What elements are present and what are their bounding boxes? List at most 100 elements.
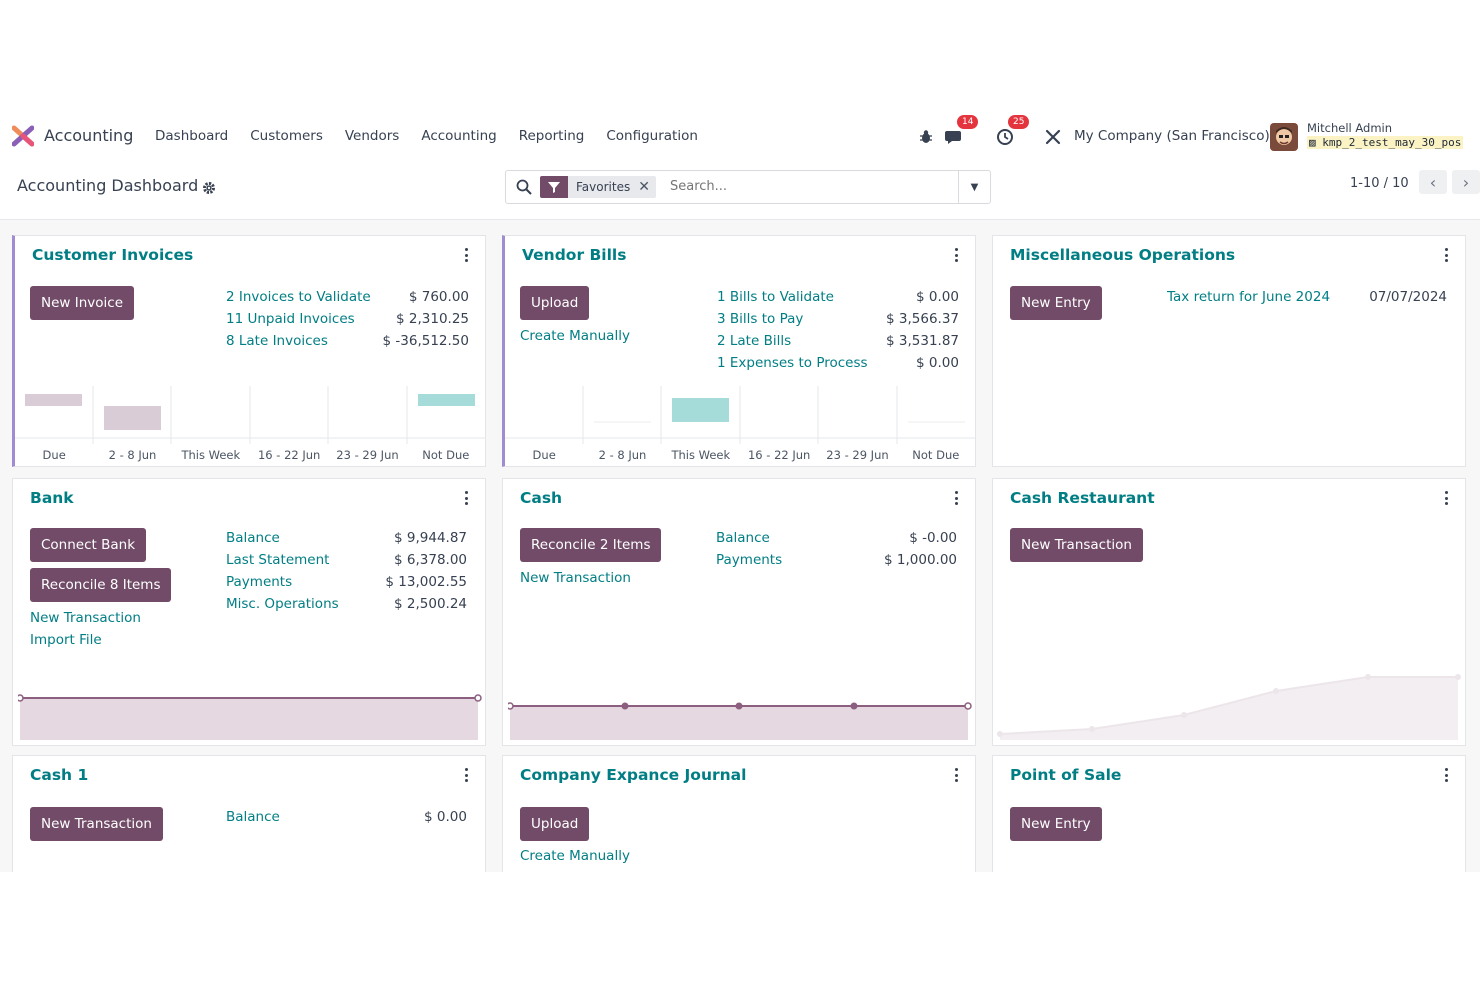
last-statement-label[interactable]: Last Statement (226, 552, 330, 568)
expenses-to-process-link[interactable]: 1 Expenses to Process (717, 355, 868, 371)
search-input[interactable] (670, 179, 950, 194)
bar-due[interactable] (25, 394, 82, 406)
restaurant-line-chart[interactable] (996, 664, 1462, 742)
balance-label[interactable]: Balance (716, 530, 770, 546)
balance-label[interactable]: Balance (226, 809, 280, 825)
search-options-toggle[interactable]: ▼ (958, 171, 990, 203)
new-transaction-link[interactable]: New Transaction (30, 610, 141, 626)
user-name[interactable]: Mitchell Admin (1307, 121, 1393, 135)
kebab-menu-icon[interactable] (955, 768, 959, 782)
misc-operations-label[interactable]: Misc. Operations (226, 596, 339, 612)
bills-to-validate-link[interactable]: 1 Bills to Validate (717, 289, 834, 305)
bills-to-validate-amount: $ 0.00 (916, 289, 959, 305)
new-invoice-button[interactable]: New Invoice (30, 286, 135, 320)
search-icon[interactable] (516, 179, 532, 195)
kebab-menu-icon[interactable] (465, 248, 469, 262)
kebab-menu-icon[interactable] (1445, 768, 1449, 782)
invoices-to-validate-link[interactable]: 2 Invoices to Validate (226, 289, 371, 305)
reconcile-items-button[interactable]: Reconcile 2 Items (520, 528, 662, 562)
kebab-menu-icon[interactable] (465, 768, 469, 782)
tools-icon[interactable] (1045, 129, 1061, 145)
app-name[interactable]: Accounting (44, 126, 134, 145)
menu-configuration[interactable]: Configuration (606, 128, 698, 144)
upload-button[interactable]: Upload (520, 807, 590, 841)
card-title[interactable]: Vendor Bills (522, 246, 627, 264)
late-bills-link[interactable]: 2 Late Bills (717, 333, 792, 349)
bug-icon[interactable] (919, 129, 933, 144)
bills-bar-chart[interactable] (505, 386, 976, 444)
breadcrumb: Accounting Dashboard (17, 176, 199, 195)
reconcile-items-button[interactable]: Reconcile 8 Items (30, 568, 172, 602)
search-bar: Favorites ✕ ▼ (505, 170, 991, 204)
kebab-menu-icon[interactable] (1445, 491, 1449, 505)
user-avatar[interactable] (1270, 123, 1298, 151)
new-transaction-link[interactable]: New Transaction (520, 570, 631, 586)
misc-operations-amount: $ 2,500.24 (394, 596, 467, 612)
bar-this-week[interactable] (672, 398, 729, 422)
messages-systray[interactable]: 14 (945, 115, 979, 152)
import-file-link[interactable]: Import File (30, 632, 102, 648)
card-title[interactable]: Cash 1 (30, 766, 89, 784)
balance-label[interactable]: Balance (226, 530, 280, 546)
facet-remove-icon[interactable]: ✕ (638, 179, 650, 195)
card-misc-operations: Miscellaneous Operations New Entry Tax r… (992, 235, 1466, 467)
filter-icon (540, 176, 568, 198)
bar-2-8-jun[interactable] (104, 406, 161, 430)
axis-label: This Week (671, 448, 731, 462)
card-cash: Cash Reconcile 2 Items New Transaction B… (502, 478, 976, 746)
kebab-menu-icon[interactable] (955, 491, 959, 505)
card-title[interactable]: Company Expance Journal (520, 766, 747, 784)
card-title[interactable]: Customer Invoices (32, 246, 194, 264)
new-transaction-button[interactable]: New Transaction (1010, 528, 1143, 562)
app-window: Accounting Dashboard Customers Vendors A… (0, 110, 1480, 872)
card-title[interactable]: Point of Sale (1010, 766, 1122, 784)
card-title[interactable]: Miscellaneous Operations (1010, 246, 1236, 264)
expenses-to-process-amount: $ 0.00 (916, 355, 959, 371)
invoices-to-validate-amount: $ 760.00 (408, 289, 469, 305)
create-manually-link[interactable]: Create Manually (520, 328, 630, 344)
search-facet: Favorites ✕ (540, 176, 656, 198)
card-title[interactable]: Cash (520, 489, 563, 507)
menu-customers[interactable]: Customers (250, 128, 323, 144)
card-vendor-bills: Vendor Bills Upload Create Manually 1 Bi… (502, 235, 976, 467)
bank-line-chart[interactable] (18, 691, 482, 741)
tax-return-link[interactable]: Tax return for June 2024 (1167, 289, 1331, 305)
company-switcher[interactable]: My Company (San Francisco) (1074, 128, 1270, 144)
activities-systray[interactable]: 25 (996, 115, 1030, 152)
bar-not-due[interactable] (418, 394, 475, 406)
card-title[interactable]: Cash Restaurant (1010, 489, 1155, 507)
kebab-menu-icon[interactable] (955, 248, 959, 262)
cash-line-chart[interactable] (508, 697, 972, 741)
kebab-menu-icon[interactable] (1445, 248, 1449, 262)
late-invoices-link[interactable]: 8 Late Invoices (226, 333, 328, 349)
new-entry-button[interactable]: New Entry (1010, 286, 1102, 320)
card-cash-restaurant: Cash Restaurant New Transaction (992, 478, 1466, 746)
create-manually-link[interactable]: Create Manually (520, 848, 630, 864)
pager-next[interactable]: › (1452, 170, 1480, 194)
pager-value[interactable]: 1-10 / 10 (1350, 176, 1409, 191)
pager-previous[interactable]: ‹ (1419, 170, 1447, 194)
menu-vendors[interactable]: Vendors (344, 128, 400, 144)
payments-label[interactable]: Payments (716, 552, 783, 568)
kebab-menu-icon[interactable] (465, 491, 469, 505)
card-bank: Bank Connect Bank Reconcile 8 Items New … (12, 478, 486, 746)
chevron-right-icon: › (1462, 172, 1470, 192)
connect-bank-button[interactable]: Connect Bank (30, 528, 147, 562)
menu-accounting[interactable]: Accounting (421, 128, 497, 144)
bills-to-pay-link[interactable]: 3 Bills to Pay (717, 311, 804, 327)
menu-reporting[interactable]: Reporting (518, 128, 585, 144)
payments-label[interactable]: Payments (226, 574, 293, 590)
unpaid-invoices-link[interactable]: 11 Unpaid Invoices (226, 311, 355, 327)
invoices-bar-chart[interactable] (15, 386, 486, 444)
axis-label: 16 - 22 Jun (257, 448, 321, 462)
new-transaction-button[interactable]: New Transaction (30, 807, 163, 841)
upload-button[interactable]: Upload (520, 286, 590, 320)
odoo-app-icon[interactable] (12, 125, 34, 147)
card-title[interactable]: Bank (30, 489, 74, 507)
gear-icon[interactable] (202, 181, 216, 195)
axis-label: 2 - 8 Jun (598, 448, 647, 462)
new-entry-button[interactable]: New Entry (1010, 807, 1102, 841)
menu-dashboard[interactable]: Dashboard (155, 128, 229, 144)
card-company-expense-journal: Company Expance Journal Upload Create Ma… (502, 755, 976, 872)
messages-badge: 14 (957, 115, 979, 129)
